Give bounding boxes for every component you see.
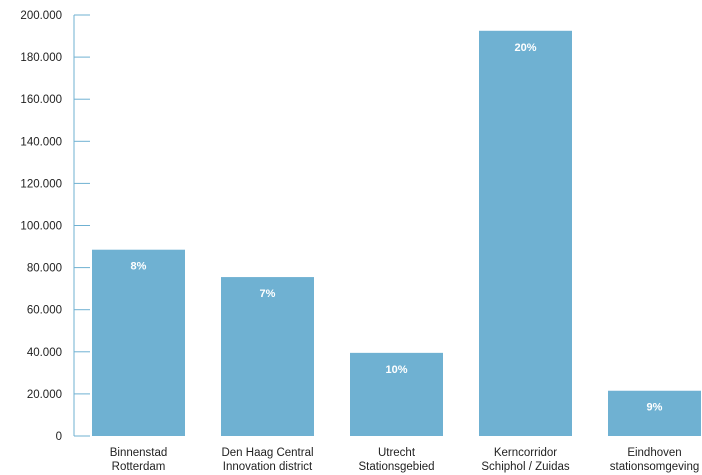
bar-data-label: 9% bbox=[647, 402, 663, 414]
x-axis: Binnenstad Rotterdam Den Haag Central Innov… bbox=[110, 447, 700, 473]
bar-data-label: 8% bbox=[131, 261, 147, 273]
y-tick-label: 40.000 bbox=[27, 347, 62, 359]
x-category-label: Stationsgebied bbox=[358, 461, 434, 473]
y-tick-label: 0 bbox=[56, 431, 62, 443]
y-tick-label: 60.000 bbox=[27, 305, 62, 317]
bar-data-label: 7% bbox=[260, 288, 276, 300]
x-category-label: Schiphol / Zuidas bbox=[481, 461, 569, 473]
x-category-label: Utrecht bbox=[378, 447, 416, 459]
bar bbox=[92, 249, 185, 436]
bar bbox=[479, 30, 572, 436]
y-axis: 0 20.000 40.000 60.000 80.000 100.000 120.000 1… bbox=[20, 10, 90, 443]
y-tick-label: 80.000 bbox=[27, 263, 62, 275]
y-tick-label: 100.000 bbox=[20, 221, 62, 233]
y-tick-label: 160.000 bbox=[20, 94, 62, 106]
bar bbox=[350, 352, 443, 436]
y-tick-label: 140.000 bbox=[20, 136, 62, 148]
y-tick-label: 200.000 bbox=[20, 10, 62, 22]
x-category-label: Eindhoven bbox=[627, 447, 681, 459]
x-category-label: Innovation district bbox=[223, 461, 313, 473]
bar bbox=[221, 277, 314, 436]
bar bbox=[608, 390, 701, 436]
x-category-label: Binnenstad bbox=[110, 447, 168, 459]
y-tick-label: 180.000 bbox=[20, 52, 62, 64]
bars: 8% 7% 10% 20% 9% bbox=[92, 30, 701, 436]
x-category-label: Rotterdam bbox=[112, 461, 166, 473]
bar-data-label: 20% bbox=[514, 42, 536, 54]
bar-data-label: 10% bbox=[385, 364, 407, 376]
y-tick-label: 120.000 bbox=[20, 178, 62, 190]
y-tick-label: 20.000 bbox=[27, 389, 62, 401]
x-category-label: Kerncorridor bbox=[494, 447, 557, 459]
x-category-label: stationsomgeving bbox=[610, 461, 700, 473]
x-category-label: Den Haag Central bbox=[221, 447, 313, 459]
